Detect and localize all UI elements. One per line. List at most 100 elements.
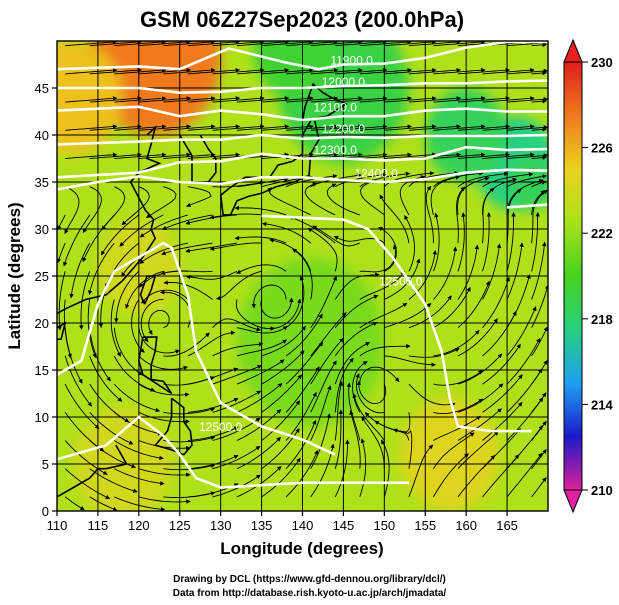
streamline — [163, 280, 213, 300]
streamline — [531, 42, 548, 48]
streamline — [457, 96, 511, 103]
streamline — [482, 96, 535, 103]
contour-line — [57, 41, 548, 71]
streamline — [456, 186, 466, 244]
streamline — [64, 355, 93, 407]
streamline — [64, 440, 108, 475]
streamline — [482, 343, 521, 385]
streamline — [326, 183, 360, 216]
streamline — [408, 67, 462, 75]
y-tick-label: 10 — [35, 410, 49, 425]
streamline — [482, 172, 534, 188]
streamline — [285, 341, 324, 385]
x-axis-ticks: 110 115 120 125 130 135 140 145 150 155 160 165 — [47, 511, 518, 533]
x-tick-label: 145 — [333, 518, 355, 533]
streamline — [334, 294, 379, 328]
contour-label: 12300.0 — [314, 143, 358, 157]
contour-line — [57, 241, 336, 456]
streamline — [359, 67, 412, 75]
streamline — [236, 264, 287, 274]
streamline — [138, 468, 191, 478]
streamline — [531, 420, 547, 441]
streamline — [114, 270, 140, 323]
streamline — [408, 96, 462, 103]
streamline — [384, 41, 437, 47]
colorbar-body — [563, 61, 583, 491]
streamline — [87, 299, 97, 359]
x-tick-label: 160 — [455, 518, 477, 533]
streamline — [310, 337, 344, 385]
colorbar-tick-label: 226 — [591, 141, 613, 156]
streamline — [114, 67, 167, 75]
streamline — [334, 357, 354, 413]
streamline — [359, 302, 408, 329]
streamline — [209, 242, 262, 251]
streamline — [384, 124, 437, 131]
streamline — [236, 124, 290, 131]
streamline — [285, 366, 320, 413]
streamline — [65, 152, 118, 159]
streamline — [285, 391, 317, 441]
streamline — [65, 96, 118, 103]
streamline — [335, 41, 388, 47]
streamline — [374, 412, 411, 433]
streamline — [138, 383, 190, 397]
streamline — [408, 124, 462, 131]
streamline — [261, 41, 314, 47]
streamline — [531, 392, 547, 413]
colorbar: 210 214 218 222 226 230 — [563, 38, 613, 514]
streamline — [187, 67, 241, 75]
streamline — [236, 41, 290, 47]
streamline — [163, 124, 216, 131]
streamline — [433, 124, 486, 131]
streamline — [433, 96, 486, 103]
streamline — [457, 383, 504, 413]
streamline — [378, 226, 397, 272]
streamline — [187, 124, 241, 131]
streamline — [113, 355, 156, 392]
streamline — [65, 67, 118, 75]
streamline — [408, 41, 462, 47]
streamline — [482, 276, 510, 328]
streamline — [482, 152, 535, 159]
contour-label: 12200.0 — [322, 122, 366, 136]
streamline — [482, 401, 523, 441]
streamline — [384, 302, 432, 329]
contour-label: 12000.0 — [322, 75, 366, 89]
y-tick-label: 35 — [35, 175, 49, 190]
streamline — [114, 41, 167, 47]
chart-title: GSM 06Z27Sep2023 (200.0hPa) — [140, 7, 464, 32]
streamline — [261, 67, 314, 75]
streamline — [531, 211, 540, 272]
streamline — [482, 124, 535, 131]
colorbar-ticks: 210 214 218 222 226 230 — [582, 55, 613, 498]
streamline — [163, 407, 216, 415]
x-tick-label: 155 — [414, 518, 436, 533]
streamline — [506, 337, 541, 385]
streamline — [285, 419, 317, 470]
streamline — [212, 124, 265, 131]
geopotential-contours — [57, 41, 548, 489]
x-tick-label: 150 — [373, 518, 395, 533]
streamline — [64, 496, 85, 511]
streamline — [286, 96, 339, 103]
streamline — [506, 188, 522, 244]
streamline — [89, 124, 142, 131]
streamline — [79, 271, 91, 330]
streamline — [507, 68, 548, 75]
credit-data: Data from http://database.rish.kyoto-u.a… — [172, 588, 447, 599]
streamline — [236, 359, 285, 385]
streamline — [285, 173, 338, 188]
streamline — [163, 67, 216, 75]
streamline — [212, 474, 261, 498]
streamline — [267, 187, 311, 216]
streamline — [187, 454, 239, 470]
streamline — [304, 182, 336, 216]
y-axis-label: Latitude (degrees) — [5, 202, 24, 349]
streamline — [310, 312, 347, 357]
streamline — [236, 177, 289, 188]
streamline — [359, 438, 367, 498]
streamline — [65, 124, 118, 131]
streamline — [506, 452, 543, 498]
